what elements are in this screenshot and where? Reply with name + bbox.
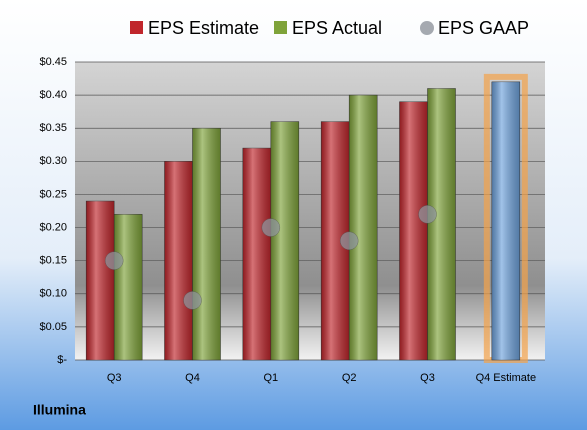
bar-shine xyxy=(399,101,428,360)
bar-shine xyxy=(491,81,520,360)
y-tick-label: $0.25 xyxy=(39,188,67,200)
y-tick-label: $0.30 xyxy=(39,155,67,167)
bar-shine xyxy=(114,214,143,360)
legend-marker xyxy=(274,21,287,34)
gaap-marker xyxy=(261,218,281,237)
bar-shine xyxy=(86,201,115,360)
legend-label: EPS GAAP xyxy=(438,18,529,38)
x-tick-label: Q3 xyxy=(107,372,122,384)
bar-shine xyxy=(427,88,456,360)
bar-shine xyxy=(242,148,271,360)
bar-shine xyxy=(270,121,299,360)
legend-label: EPS Estimate xyxy=(148,18,259,38)
legend-label: EPS Actual xyxy=(292,18,382,38)
gaap-marker xyxy=(418,205,437,224)
y-tick-label: $- xyxy=(57,354,67,366)
y-tick-label: $0.20 xyxy=(39,221,67,233)
bar-shine xyxy=(164,161,193,360)
x-tick-label: Q1 xyxy=(263,372,278,384)
y-tick-label: $0.15 xyxy=(39,255,67,267)
gaap-marker xyxy=(104,251,124,270)
footer-title: Illumina xyxy=(33,402,86,418)
x-tick-label: Q4 Estimate xyxy=(476,372,537,384)
legend-marker xyxy=(130,21,143,34)
x-tick-label: Q3 xyxy=(420,372,435,384)
x-tick-label: Q2 xyxy=(342,372,357,384)
legend-marker xyxy=(420,21,434,35)
gaap-marker xyxy=(339,231,359,251)
plot-area xyxy=(75,62,545,360)
y-tick-label: $0.10 xyxy=(39,288,67,300)
gaap-marker xyxy=(183,291,202,310)
bar-shine xyxy=(192,128,221,360)
y-tick-label: $0.35 xyxy=(39,122,67,134)
bar-shine xyxy=(349,95,378,360)
y-tick-label: $0.45 xyxy=(39,56,67,68)
y-tick-label: $0.05 xyxy=(39,321,67,333)
x-tick-label: Q4 xyxy=(185,372,200,384)
y-tick-label: $0.40 xyxy=(39,89,67,101)
